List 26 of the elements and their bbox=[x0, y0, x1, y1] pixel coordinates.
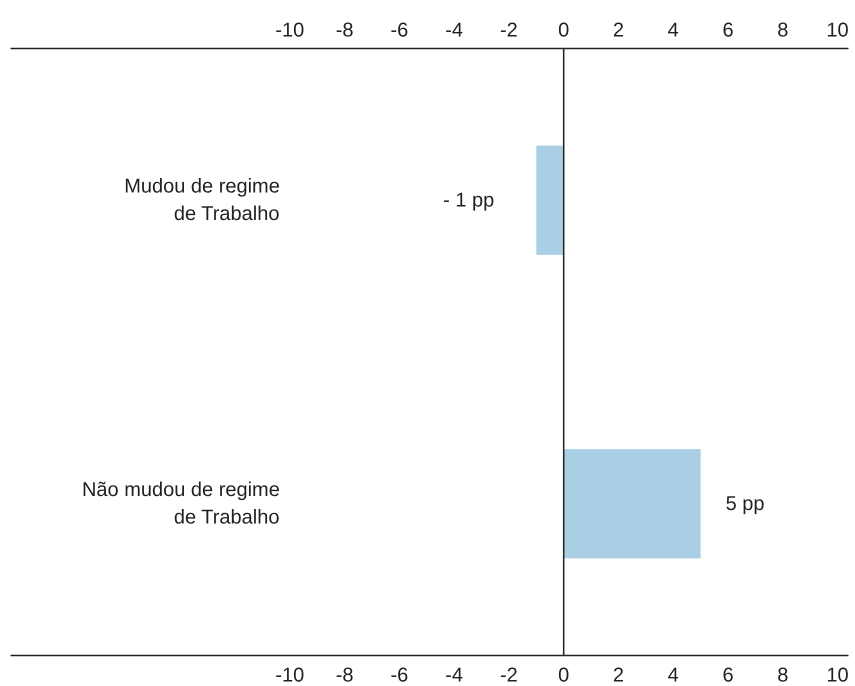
x2-tick-label: -10 bbox=[275, 664, 304, 686]
y-tick-label: Mudou de regime de Trabalho bbox=[124, 176, 280, 225]
x-tick-label: 6 bbox=[722, 20, 734, 42]
x2-tick-label: -2 bbox=[500, 664, 518, 686]
x-tick-label: 10 bbox=[826, 20, 849, 42]
x-tick-label: 8 bbox=[777, 20, 788, 42]
data-label: 5 pp bbox=[726, 492, 765, 515]
x2-tick-label: 10 bbox=[826, 664, 849, 686]
x-tick-label: -4 bbox=[445, 20, 464, 42]
x2-tick-label: 2 bbox=[612, 664, 624, 686]
x2-tick-label: 6 bbox=[722, 664, 734, 686]
x-tick-label: -6 bbox=[390, 20, 408, 42]
x-tick-label: -2 bbox=[500, 20, 518, 42]
x2-tick-label: -8 bbox=[336, 664, 354, 686]
data-label: - 1 pp bbox=[443, 189, 494, 212]
y-tick-label: Não mudou de regime de Trabalho bbox=[82, 479, 280, 528]
x2-tick-label: -4 bbox=[445, 664, 464, 686]
x2-tick-label: 0 bbox=[558, 664, 570, 686]
x-tick-label: -8 bbox=[336, 20, 354, 42]
x-tick-label: 0 bbox=[558, 20, 570, 42]
x-tick-label: 4 bbox=[668, 20, 679, 42]
x2-tick-label: -6 bbox=[390, 664, 408, 686]
x-tick-label: 2 bbox=[612, 20, 624, 42]
x-tick-label: -10 bbox=[275, 20, 304, 42]
x2-tick-label: 8 bbox=[777, 664, 788, 686]
x2-tick-label: 4 bbox=[668, 664, 679, 686]
